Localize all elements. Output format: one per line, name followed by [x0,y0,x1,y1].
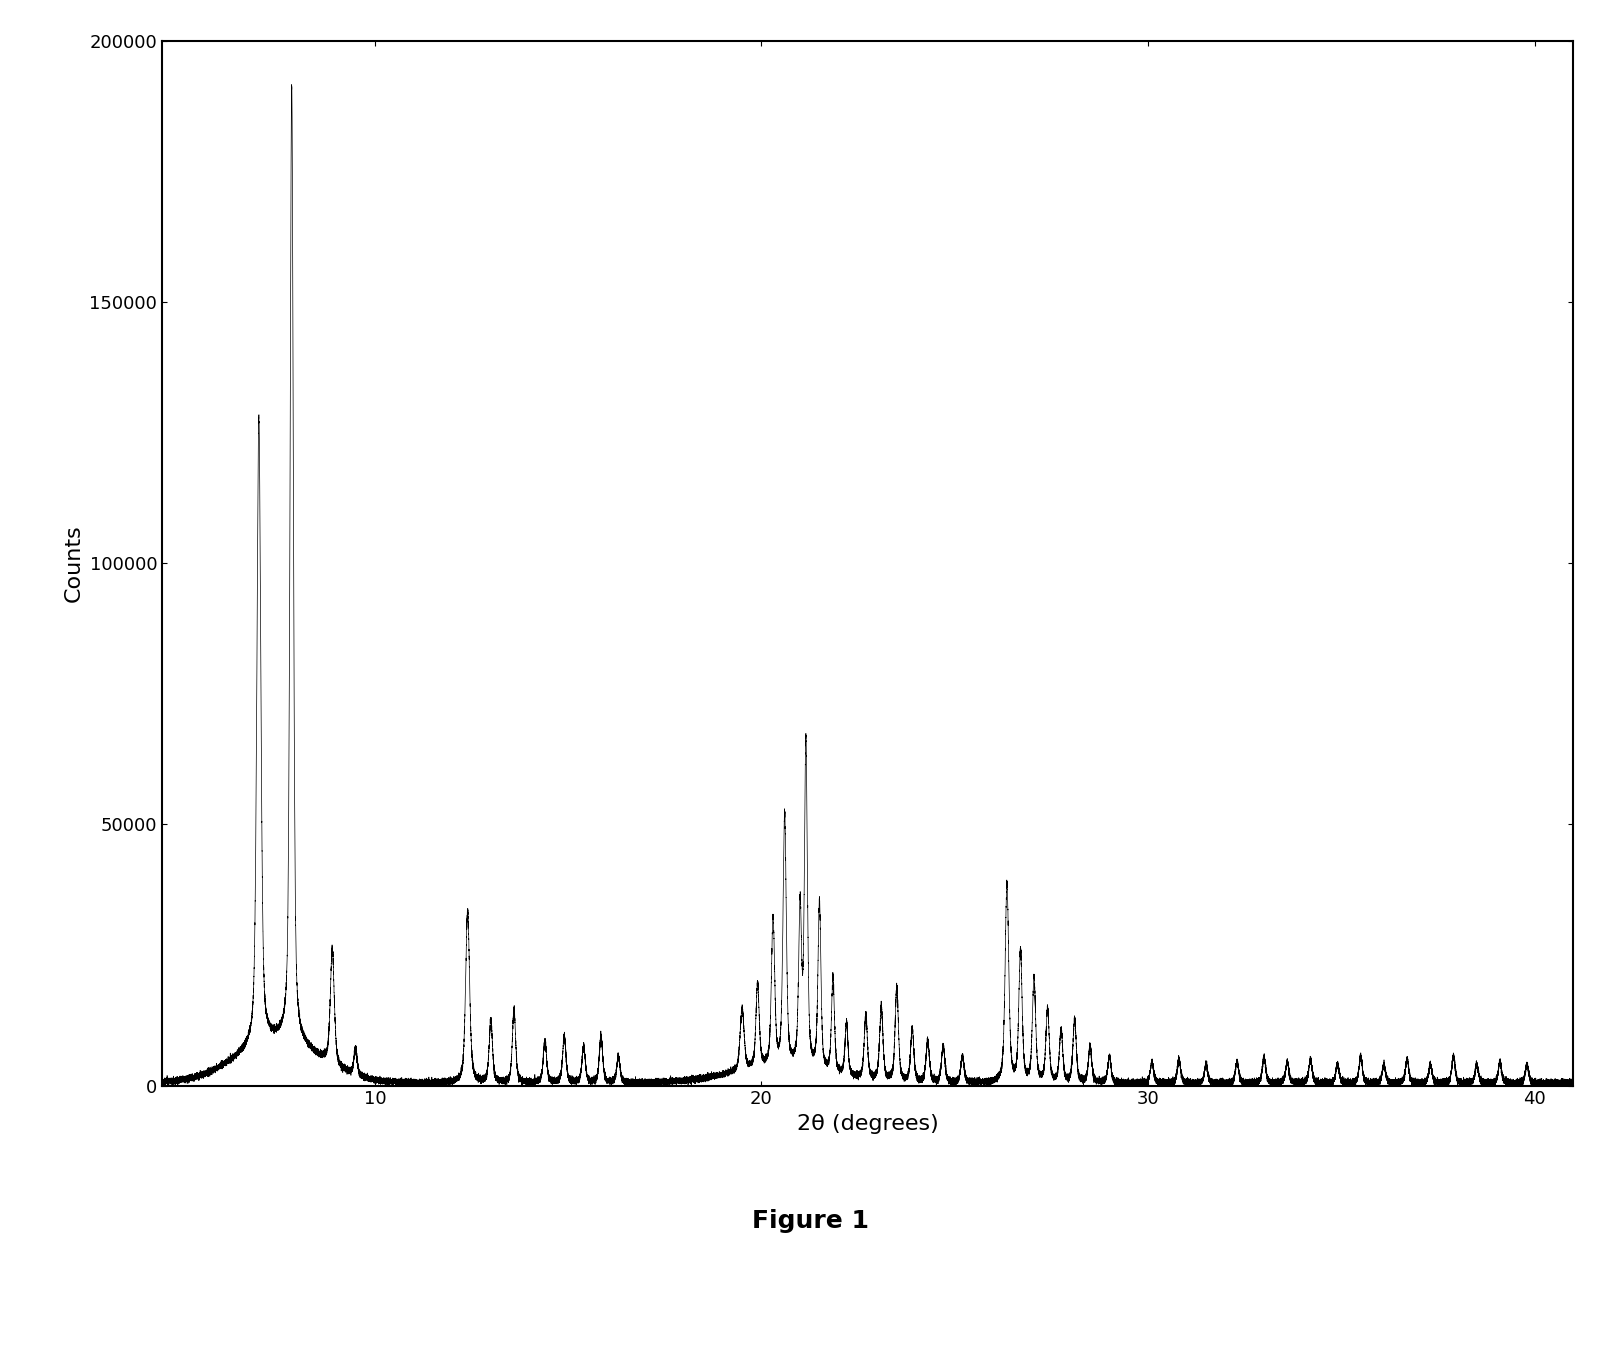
X-axis label: 2θ (degrees): 2θ (degrees) [796,1114,939,1134]
Y-axis label: Counts: Counts [63,524,84,603]
Text: Figure 1: Figure 1 [753,1209,869,1234]
